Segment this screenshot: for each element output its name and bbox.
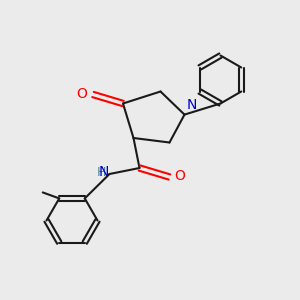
Text: N: N	[99, 166, 109, 179]
Text: O: O	[174, 169, 185, 182]
Text: N: N	[187, 98, 197, 112]
Text: H: H	[97, 166, 106, 179]
Text: O: O	[76, 88, 87, 101]
